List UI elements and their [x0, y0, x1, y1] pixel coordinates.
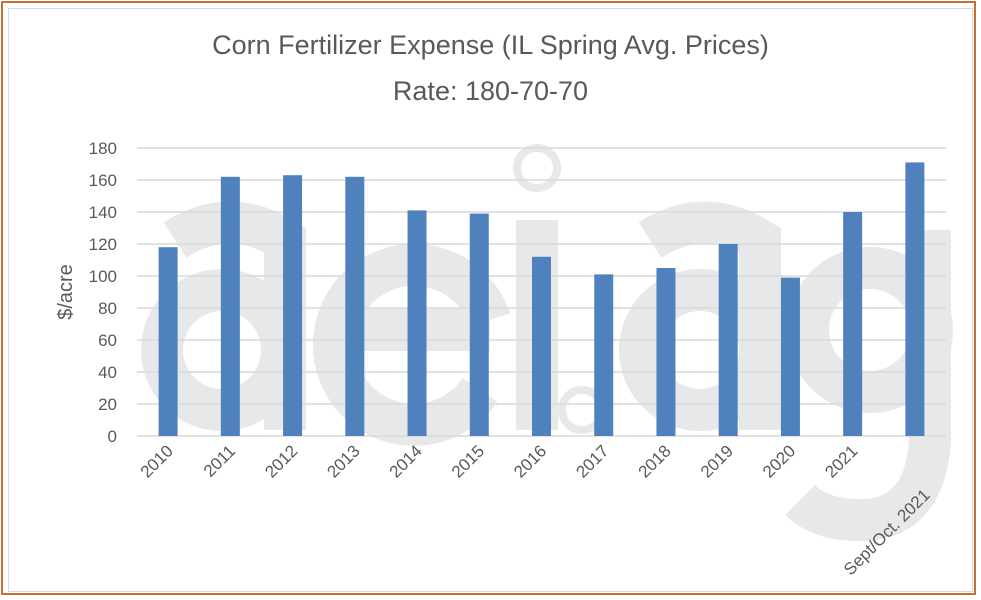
- bar-2012: [283, 175, 303, 436]
- y-tick-label: 40: [98, 363, 117, 382]
- watermark-letter-g-tail: [785, 230, 951, 542]
- x-tick-label: 2013: [323, 441, 363, 481]
- bar-2016: [532, 256, 551, 436]
- y-tick-label: 100: [89, 267, 117, 286]
- y-tick-label: 120: [89, 235, 117, 254]
- bar-2018: [656, 268, 676, 436]
- y-tick-label: 180: [89, 139, 117, 158]
- watermark-letter-a2-stem: [638, 201, 781, 430]
- y-tick-label: 60: [98, 331, 117, 350]
- y-axis-label: $/acre: [55, 264, 77, 320]
- bar-2020: [780, 277, 800, 436]
- x-tick-label: 2011: [200, 441, 239, 480]
- bar-2019: [718, 244, 738, 436]
- bar-sept-oct--2021: [905, 162, 925, 436]
- watermark-i-dot: [513, 144, 561, 192]
- bar-2011: [220, 176, 240, 437]
- x-tick-label: 2016: [510, 441, 550, 481]
- bar-2014: [407, 210, 427, 436]
- x-tick-label: 2017: [572, 441, 612, 481]
- x-tick-label: 2018: [635, 441, 675, 481]
- chart-subtitle: Rate: 180-70-70: [392, 76, 589, 106]
- watermark-period: [558, 386, 606, 434]
- bar-2010: [158, 247, 178, 436]
- y-tick-label: 20: [98, 395, 117, 414]
- chart-title: Corn Fertilizer Expense (IL Spring Avg. …: [212, 30, 769, 60]
- y-tick-label: 80: [98, 299, 117, 318]
- bar-2015: [469, 213, 489, 436]
- x-tick-label: 2012: [261, 441, 301, 481]
- bar-2017: [594, 274, 614, 436]
- bar-2021: [843, 212, 863, 436]
- x-tick-label: 2019: [697, 441, 737, 481]
- y-tick-label: 160: [89, 171, 117, 190]
- x-tick-label: 2014: [386, 441, 426, 481]
- y-tick-label: 140: [89, 203, 117, 222]
- x-tick-label: 2021: [821, 441, 861, 481]
- y-tick-label: 0: [108, 427, 117, 446]
- x-tick-label: 2010: [137, 441, 177, 481]
- chart-inner-border: [8, 8, 973, 592]
- x-tick-label: 2015: [448, 441, 488, 481]
- bar-2013: [345, 176, 365, 437]
- x-tick-label: 2020: [759, 441, 799, 481]
